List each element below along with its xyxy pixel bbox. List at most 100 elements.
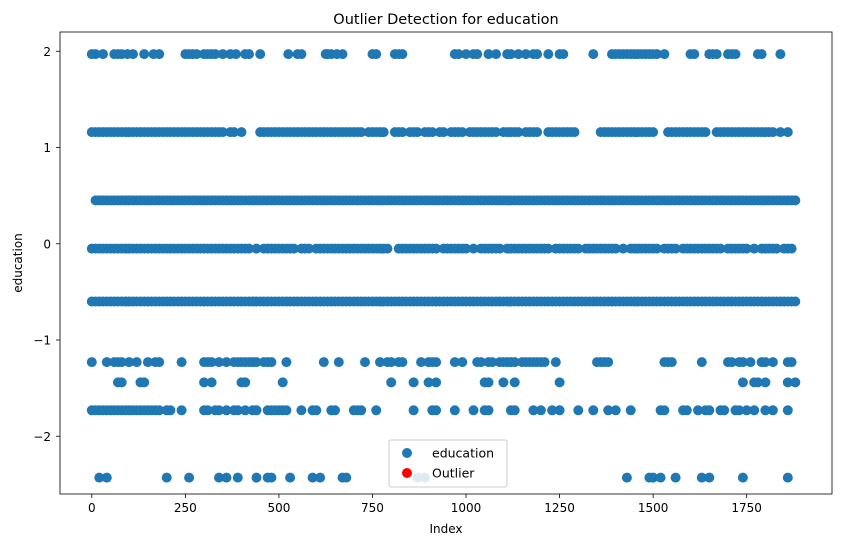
- data-point: [771, 243, 782, 254]
- data-point: [240, 377, 251, 388]
- data-point: [528, 405, 539, 416]
- data-point: [341, 472, 352, 483]
- data-point: [176, 357, 187, 368]
- x-tick-label: 500: [267, 501, 290, 515]
- data-point: [737, 472, 748, 483]
- data-point: [476, 357, 486, 368]
- y-axis-label: education: [11, 233, 25, 293]
- data-point: [371, 49, 382, 60]
- data-point: [603, 405, 614, 416]
- data-point: [520, 49, 531, 60]
- data-point: [236, 127, 247, 138]
- data-point: [303, 243, 314, 254]
- x-axis-ticks: 0 250 500 750 1000 1250 1500 1750: [88, 494, 762, 515]
- legend: education Outlier: [388, 439, 508, 488]
- legend-box: [388, 439, 508, 488]
- legend-label-education: education: [432, 446, 494, 461]
- data-point: [689, 49, 700, 60]
- data-point: [760, 357, 771, 368]
- data-point: [483, 405, 494, 416]
- data-point: [431, 357, 442, 368]
- data-point: [397, 357, 408, 368]
- data-point: [681, 405, 692, 416]
- data-point: [255, 49, 266, 60]
- data-point: [232, 405, 243, 416]
- data-point: [431, 377, 442, 388]
- data-point: [513, 127, 524, 138]
- data-point: [251, 472, 262, 483]
- data-point: [416, 357, 427, 368]
- data-point: [573, 405, 584, 416]
- data-point: [378, 127, 389, 138]
- data-point: [547, 405, 558, 416]
- data-point: [625, 405, 636, 416]
- data-point: [453, 49, 464, 60]
- data-point: [554, 377, 565, 388]
- data-point: [711, 49, 722, 60]
- data-point: [483, 377, 494, 388]
- data-point: [749, 405, 760, 416]
- data-point: [666, 357, 677, 368]
- data-point: [244, 49, 254, 60]
- data-point: [221, 357, 232, 368]
- data-point: [154, 405, 165, 416]
- y-tick-label: −2: [33, 430, 51, 444]
- data-point: [124, 357, 135, 368]
- data-point: [296, 49, 307, 60]
- data-point: [206, 357, 217, 368]
- data-point: [315, 472, 326, 483]
- y-tick-label: 2: [43, 45, 51, 59]
- data-point: [610, 243, 621, 254]
- legend-marker-education: [402, 448, 412, 458]
- data-point: [498, 377, 509, 388]
- data-point: [790, 296, 801, 307]
- data-point: [281, 405, 292, 416]
- data-point: [539, 357, 550, 368]
- data-point: [670, 243, 681, 254]
- data-point: [86, 357, 97, 368]
- data-point: [554, 405, 565, 416]
- data-point: [588, 405, 599, 416]
- data-point: [655, 472, 666, 483]
- data-point: [116, 357, 127, 368]
- data-point: [101, 357, 112, 368]
- data-point: [230, 49, 241, 60]
- data-point: [427, 127, 438, 138]
- data-point: [333, 357, 344, 368]
- x-tick-label: 750: [361, 501, 384, 515]
- x-tick-label: 1500: [638, 501, 669, 515]
- data-point: [737, 377, 748, 388]
- x-tick-label: 1000: [451, 501, 482, 515]
- data-point: [296, 405, 307, 416]
- data-point: [266, 472, 277, 483]
- data-point: [449, 357, 460, 368]
- data-point: [408, 405, 419, 416]
- data-point: [760, 377, 771, 388]
- data-point: [719, 405, 730, 416]
- y-tick-label: −1: [33, 334, 51, 348]
- data-point: [438, 127, 449, 138]
- data-point: [618, 243, 629, 254]
- data-point: [752, 377, 763, 388]
- data-point: [386, 377, 397, 388]
- data-point: [610, 405, 621, 416]
- data-point: [449, 405, 460, 416]
- data-point: [431, 243, 442, 254]
- data-point: [154, 357, 165, 368]
- data-point: [535, 405, 546, 416]
- data-point: [786, 243, 797, 254]
- data-point: [543, 243, 554, 254]
- data-point: [457, 127, 468, 138]
- data-point: [356, 127, 367, 138]
- data-point: [648, 472, 659, 483]
- data-point: [431, 405, 442, 416]
- data-point: [161, 472, 172, 483]
- data-point: [700, 127, 711, 138]
- data-point: [457, 357, 468, 368]
- data-point: [281, 357, 292, 368]
- data-point: [217, 49, 228, 60]
- x-tick-label: 1250: [544, 501, 575, 515]
- y-tick-label: 1: [43, 141, 51, 155]
- data-point: [288, 243, 299, 254]
